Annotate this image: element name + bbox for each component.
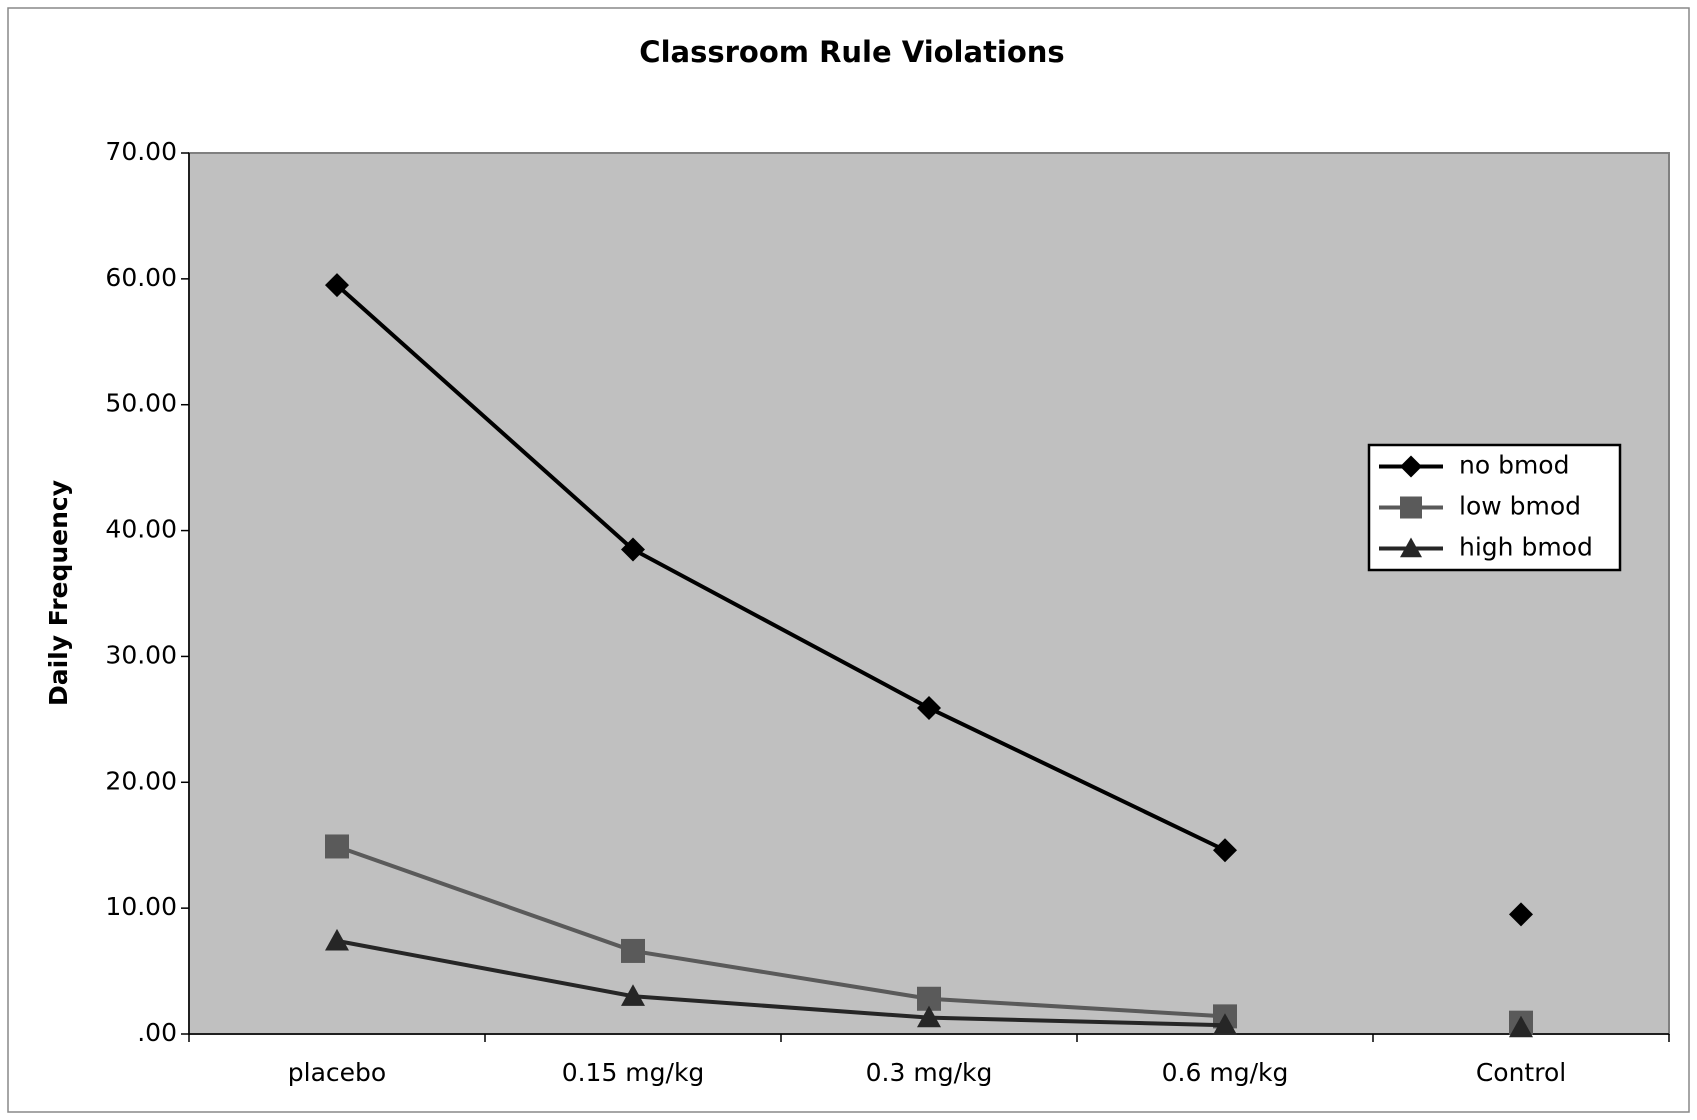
marker — [917, 1005, 941, 1028]
y-tick-label: 60.00 — [105, 263, 177, 292]
x-tick-label: 0.6 mg/kg — [1162, 1058, 1289, 1087]
y-tick-label: 40.00 — [105, 515, 177, 544]
series-line — [336, 844, 1226, 1019]
marker — [325, 273, 349, 298]
y-tick-label: 20.00 — [105, 766, 177, 795]
marker — [1509, 902, 1533, 927]
series-line — [335, 283, 1226, 853]
y-tick-label: .00 — [137, 1018, 177, 1047]
marker — [1400, 537, 1422, 558]
marker — [1400, 455, 1422, 478]
y-axis-label: Daily Frequency — [44, 480, 73, 706]
x-tick-label: 0.3 mg/kg — [866, 1058, 993, 1087]
marker — [621, 537, 645, 562]
y-tick-label: 10.00 — [105, 892, 177, 921]
x-tick-label: 0.15 mg/kg — [562, 1058, 705, 1087]
marker — [621, 938, 645, 963]
marker — [621, 984, 645, 1006]
legend-label: high bmod — [1459, 533, 1593, 562]
chart-title: Classroom Rule Violations — [639, 35, 1064, 69]
y-tick-label: 70.00 — [105, 137, 177, 166]
x-tick-label: Control — [1476, 1058, 1566, 1087]
marker — [325, 928, 349, 951]
marker — [917, 696, 941, 721]
legend: no bmod low bmod high bmod — [1367, 443, 1622, 572]
marker — [1509, 1015, 1533, 1038]
legend-label: low bmod — [1459, 492, 1581, 521]
legend-label: no bmod — [1459, 451, 1569, 480]
y-tick-label: 50.00 — [105, 389, 177, 418]
marker — [1213, 1013, 1237, 1035]
marker — [1400, 496, 1422, 519]
series-line — [336, 938, 1226, 1028]
marker — [325, 834, 349, 859]
x-tick-label: placebo — [288, 1058, 386, 1087]
marker — [1213, 838, 1237, 863]
plot-area — [188, 152, 1670, 1035]
y-tick-label: 30.00 — [105, 640, 177, 669]
